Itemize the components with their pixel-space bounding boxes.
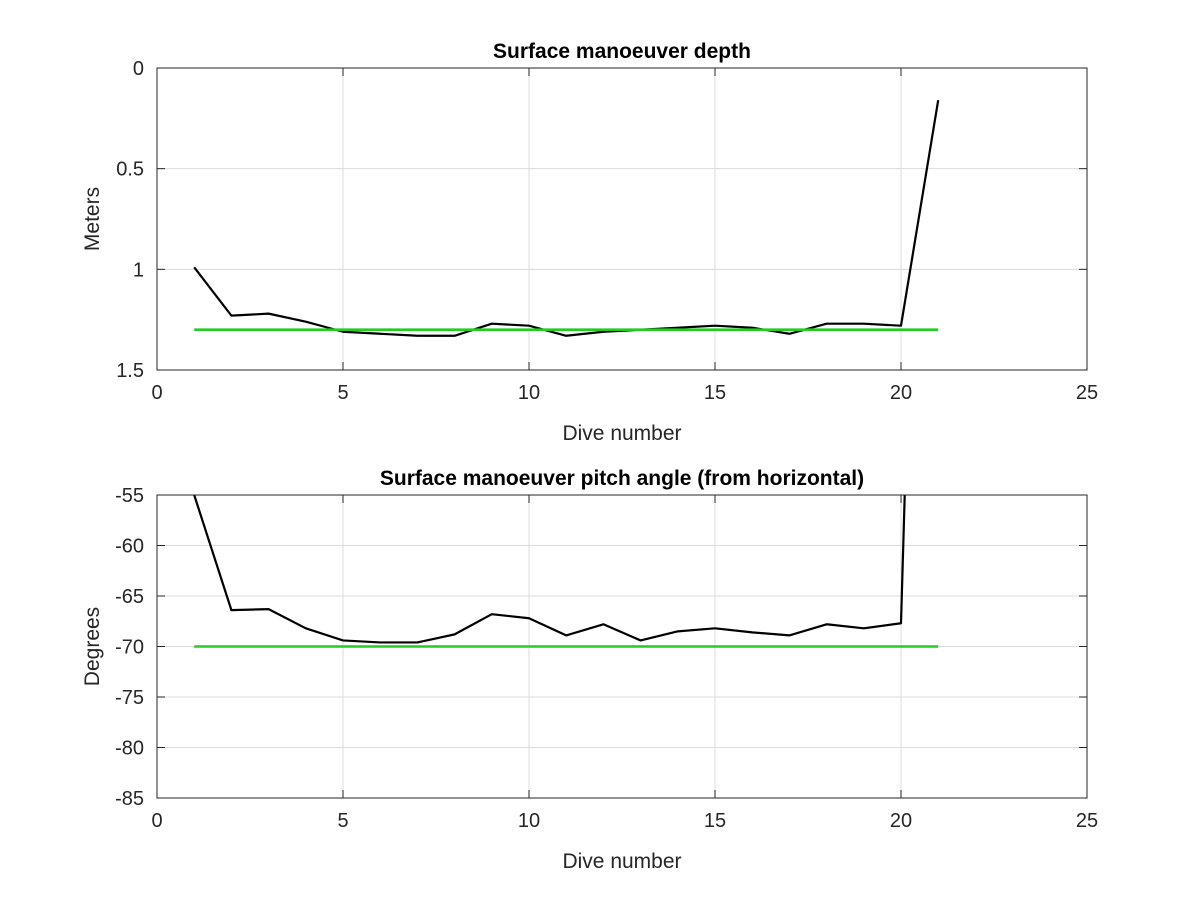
x-axis-label: Dive number [562, 422, 681, 445]
y-tick-label: -85 [115, 788, 144, 810]
y-tick-label: -55 [115, 485, 144, 507]
measured-series-line [193, 494, 906, 644]
y-tick-label: 1.5 [116, 360, 144, 382]
x-tick-label: 25 [1076, 810, 1098, 832]
plot-area [157, 68, 1087, 370]
y-tick-label: -70 [115, 637, 144, 659]
x-tick-label: 20 [890, 382, 912, 404]
x-tick-label: 10 [518, 382, 540, 404]
x-tick-label: 15 [704, 810, 726, 832]
y-tick-label: -65 [115, 586, 144, 608]
chart-title: Surface manoeuver depth [493, 40, 751, 63]
y-tick-label: -60 [115, 536, 144, 558]
x-tick-label: 0 [151, 810, 162, 832]
y-axis-label: Degrees [81, 607, 104, 686]
plot-frame [156, 67, 1088, 371]
y-axis-label: Meters [81, 187, 104, 251]
x-tick-label: 15 [704, 382, 726, 404]
y-tick-label: 1 [133, 259, 144, 281]
chart-title: Surface manoeuver pitch angle (from hori… [380, 467, 864, 490]
x-tick-label: 10 [518, 810, 540, 832]
x-tick-label: 25 [1076, 382, 1098, 404]
y-tick-label: -75 [115, 687, 144, 709]
measured-series-line [193, 100, 940, 337]
y-tick-label: 0 [133, 58, 144, 80]
y-tick-label: -80 [115, 738, 144, 760]
y-tick-label: 0.5 [116, 159, 144, 181]
x-tick-label: 20 [890, 810, 912, 832]
x-tick-label: 5 [337, 382, 348, 404]
x-axis-label: Dive number [562, 850, 681, 873]
x-tick-label: 0 [151, 382, 162, 404]
pitch-chart: 0 5 10 15 20 25 -55 -60 -65 -70 -75 -80 -85 Surface m… [81, 467, 1098, 873]
depth-chart: 0 5 10 15 20 25 0 0.5 1 1.5 Surface manoeuver dept… [81, 40, 1098, 445]
x-tick-label: 5 [337, 810, 348, 832]
